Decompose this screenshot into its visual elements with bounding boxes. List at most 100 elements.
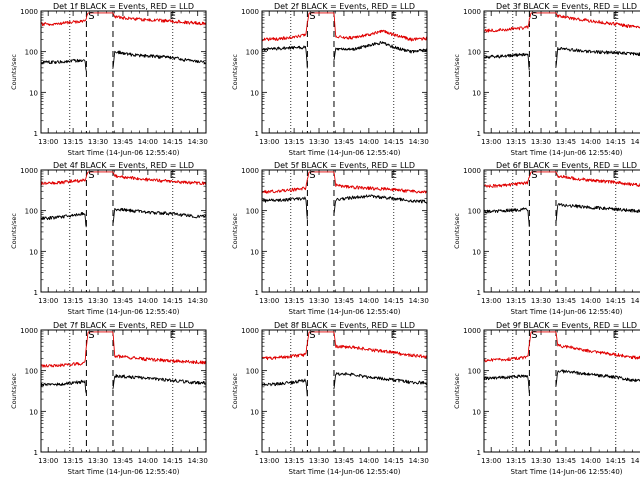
- y-tick-label: 100: [25, 49, 38, 57]
- x-tick-label: 13:30: [88, 138, 108, 146]
- y-tick-label: 1000: [463, 167, 481, 175]
- chart-title: Det 5f BLACK = Events, RED = LLD: [274, 161, 415, 170]
- lld-series-line: [484, 171, 640, 188]
- chart-title: Det 8f BLACK = Events, RED = LLD: [274, 321, 415, 330]
- lld-series-line: [484, 12, 640, 33]
- chart-panel-9: Det 9f BLACK = Events, RED = LLD Counts/s…: [453, 321, 640, 476]
- lld-series-line: [262, 12, 427, 42]
- y-tick-label: 10: [250, 89, 259, 97]
- y-tick-label: 100: [246, 49, 259, 57]
- y-tick-label: 10: [250, 248, 259, 256]
- y-tick-label: 1: [34, 289, 38, 297]
- y-tick-label: 1: [34, 449, 38, 457]
- chart-panel-5: Det 5f BLACK = Events, RED = LLD Counts/s…: [231, 161, 429, 316]
- plot-frame: [261, 169, 428, 293]
- y-tick-label: 1: [477, 289, 481, 297]
- y-tick-label: 1: [255, 449, 259, 457]
- x-tick-label: 13:30: [531, 138, 551, 146]
- x-axis-label: Start Time (14-Jun-06 12:55:40): [511, 468, 623, 476]
- x-tick-label: 13:30: [309, 297, 329, 305]
- x-tick-label: 14:00: [359, 297, 379, 305]
- start-marker: S: [309, 170, 315, 181]
- y-axis-label: Counts/sec: [453, 54, 461, 90]
- x-tick-label: 14:30: [631, 297, 640, 305]
- start-marker: S: [531, 330, 537, 341]
- x-tick-label: 14:00: [138, 457, 158, 465]
- start-marker: S: [531, 11, 537, 22]
- y-tick-label: 100: [25, 368, 38, 376]
- lld-series-line: [262, 171, 427, 194]
- lld-series-line: [262, 331, 427, 361]
- y-tick-label: 1000: [241, 8, 259, 16]
- x-tick-label: 13:00: [481, 138, 501, 146]
- y-axis-label: Counts/sec: [453, 213, 461, 249]
- end-marker: E: [613, 11, 619, 22]
- y-axis-label: Counts/sec: [10, 213, 18, 249]
- x-tick-label: 13:45: [334, 297, 354, 305]
- y-axis-label: Counts/sec: [231, 213, 239, 249]
- end-marker: E: [391, 330, 397, 341]
- y-axis-label: Counts/sec: [453, 373, 461, 409]
- x-tick-label: 14:15: [606, 297, 626, 305]
- x-tick-label: 13:45: [113, 457, 133, 465]
- x-tick-label: 14:00: [581, 138, 601, 146]
- x-tick-label: 13:30: [88, 297, 108, 305]
- lld-series-line: [41, 171, 206, 186]
- x-axis-label: Start Time (14-Jun-06 12:55:40): [68, 308, 180, 316]
- end-marker: E: [391, 170, 397, 181]
- x-tick-label: 14:00: [581, 297, 601, 305]
- end-marker: E: [170, 11, 176, 22]
- plot-frame: [483, 329, 640, 453]
- start-marker: S: [531, 170, 537, 181]
- x-tick-label: 14:00: [359, 138, 379, 146]
- x-tick-label: 13:00: [481, 297, 501, 305]
- y-tick-label: 1000: [20, 167, 38, 175]
- x-tick-label: 13:15: [63, 457, 83, 465]
- plot-frame: [40, 10, 207, 134]
- x-axis-label: Start Time (14-Jun-06 12:55:40): [68, 468, 180, 476]
- x-tick-label: 13:15: [63, 297, 83, 305]
- y-tick-label: 100: [246, 208, 259, 216]
- x-tick-label: 14:30: [631, 138, 640, 146]
- y-tick-label: 100: [246, 368, 259, 376]
- x-tick-label: 13:30: [531, 297, 551, 305]
- y-tick-label: 100: [468, 49, 481, 57]
- chart-title: Det 4f BLACK = Events, RED = LLD: [53, 161, 194, 170]
- start-marker: S: [88, 330, 94, 341]
- x-tick-label: 13:30: [309, 457, 329, 465]
- start-marker: S: [309, 11, 315, 22]
- x-tick-label: 14:30: [631, 457, 640, 465]
- end-marker: E: [613, 330, 619, 341]
- y-axis-label: Counts/sec: [10, 373, 18, 409]
- y-tick-label: 1000: [20, 8, 38, 16]
- x-axis-label: Start Time (14-Jun-06 12:55:40): [289, 149, 401, 157]
- x-tick-label: 13:15: [284, 297, 304, 305]
- x-tick-label: 14:15: [163, 138, 183, 146]
- x-tick-label: 14:30: [188, 457, 208, 465]
- chart-panel-1: Det 1f BLACK = Events, RED = LLD Counts/s…: [10, 2, 208, 157]
- x-tick-label: 13:00: [38, 297, 58, 305]
- y-tick-label: 10: [472, 408, 481, 416]
- events-series-line: [262, 41, 427, 69]
- end-marker: E: [613, 170, 619, 181]
- x-tick-label: 13:45: [556, 457, 576, 465]
- chart-title: Det 7f BLACK = Events, RED = LLD: [53, 321, 194, 330]
- x-axis-label: Start Time (14-Jun-06 12:55:40): [511, 308, 623, 316]
- x-tick-label: 14:00: [359, 457, 379, 465]
- chart-panel-4: Det 4f BLACK = Events, RED = LLD Counts/s…: [10, 161, 208, 316]
- x-tick-label: 13:15: [506, 457, 526, 465]
- events-series-line: [262, 194, 427, 220]
- x-tick-label: 14:15: [606, 138, 626, 146]
- x-tick-label: 13:30: [88, 457, 108, 465]
- x-tick-label: 14:30: [409, 297, 429, 305]
- y-tick-label: 1: [477, 449, 481, 457]
- x-axis-label: Start Time (14-Jun-06 12:55:40): [289, 308, 401, 316]
- x-tick-label: 14:15: [606, 457, 626, 465]
- y-tick-label: 10: [29, 89, 38, 97]
- end-marker: E: [391, 11, 397, 22]
- x-tick-label: 14:30: [409, 457, 429, 465]
- y-tick-label: 100: [468, 368, 481, 376]
- plot-frame: [261, 329, 428, 453]
- x-tick-label: 14:15: [384, 138, 404, 146]
